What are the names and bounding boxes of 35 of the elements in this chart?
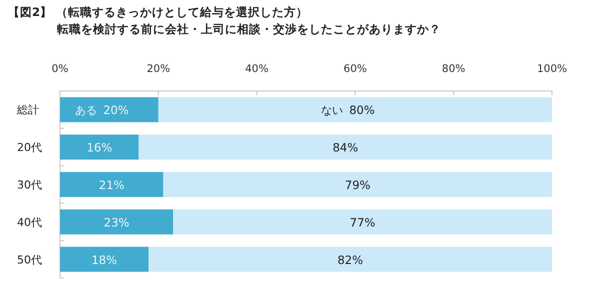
bar <box>60 134 139 160</box>
data-label: 79% <box>344 178 371 192</box>
series-label: ない <box>321 104 344 118</box>
data-label: 21% <box>98 178 125 192</box>
data-label: 23% <box>104 215 130 230</box>
bar <box>163 172 552 197</box>
x-tick-label: 20% <box>146 63 170 75</box>
bar <box>148 246 552 272</box>
y-tick-label: 総計 <box>16 104 39 117</box>
x-tick-label: 80% <box>442 63 466 75</box>
data-label: 18% <box>92 252 118 267</box>
data-label: 16% <box>86 140 112 155</box>
x-tick-label: 100% <box>536 63 568 75</box>
bar <box>60 172 164 197</box>
data-label: 77% <box>350 215 376 230</box>
bar <box>173 209 552 234</box>
x-tick-label: 60% <box>344 63 367 75</box>
data-label: 84% <box>332 140 358 155</box>
data-label: 82% <box>338 252 364 267</box>
bar <box>158 97 552 122</box>
x-tick-label: 40% <box>245 63 268 75</box>
chart-title: 【図2】 （転職するきっかけとして給与を選択した方） <box>8 5 308 19</box>
chart-subtitle: 転職を検討する前に会社・上司に相談・交渉をしたことがありますか？ <box>57 22 441 36</box>
data-label: 20% <box>103 103 129 118</box>
bar <box>60 209 174 234</box>
data-label: 80% <box>349 103 375 118</box>
x-tick-label: 0% <box>52 63 68 75</box>
y-tick-label: 40代 <box>17 216 42 229</box>
series-label: ある <box>75 104 98 118</box>
y-tick-label: 30代 <box>17 178 42 192</box>
y-tick-label: 50代 <box>17 253 42 266</box>
bar <box>138 134 552 160</box>
bar <box>60 246 149 272</box>
bar <box>60 97 158 122</box>
y-tick-label: 20代 <box>17 141 42 154</box>
